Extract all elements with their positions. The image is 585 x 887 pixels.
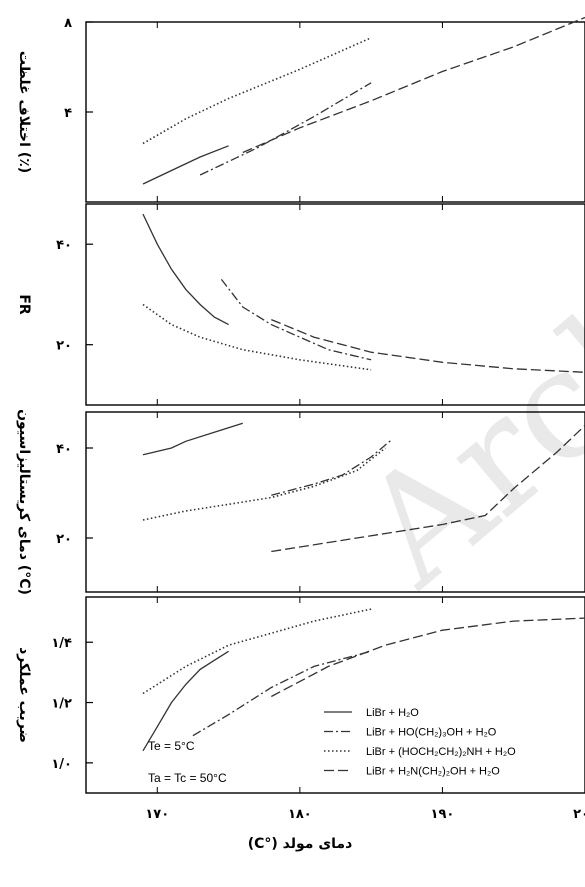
- panel-3: ۲۰ ۴۰ دمای کریستالیزاسیون (°C): [16, 409, 585, 595]
- y-axis-title: اختلاف غلظت (٪): [16, 51, 32, 173]
- x-tick-label: ۱۹۰: [431, 807, 455, 822]
- y-tick-label: ۸: [64, 16, 72, 31]
- y-axis-title: FR: [16, 294, 32, 315]
- y-tick-label: ۱/۰: [51, 757, 72, 772]
- series-line: [271, 425, 585, 553]
- series-line: [220, 279, 372, 361]
- panel-frame: [85, 596, 585, 794]
- panel-frame: [85, 411, 585, 593]
- series-line: [142, 303, 372, 371]
- y-tick-label: ۴: [64, 106, 72, 121]
- y-tick-label: ۲۰: [56, 339, 72, 354]
- y-axis-title: دمای کریستالیزاسیون (°C): [16, 409, 32, 595]
- series-line: [142, 37, 372, 145]
- x-axis-title: دمای مولد (°C): [248, 836, 353, 852]
- chart-panels: ۴ ۸ اختلاف غلظت (٪) ۲۰ ۴۰ FR ۲۰ ۴۰ دمای کریستالی…: [16, 16, 585, 794]
- panel-1: ۴ ۸ اختلاف غلظت (٪): [16, 16, 585, 203]
- shared-x-axis: ۱۷۰ ۱۸۰ ۱۹۰ ۲۰۰: [145, 807, 585, 822]
- legend-label: LiBr + HO(CH₂)₃OH + H₂O: [366, 727, 497, 739]
- legend-label: LiBr + H₂N(CH₂)₂OH + H₂O: [366, 766, 500, 778]
- panel-4: ۱/۰ ۱/۲ ۱/۴ ضریب عملکرد: [16, 596, 585, 794]
- series-line: [142, 145, 229, 185]
- series-line: [142, 213, 229, 326]
- y-axis-title: ضریب عملکرد: [16, 647, 32, 743]
- watermark-text: Archi: [330, 223, 585, 620]
- series-line: [271, 318, 585, 373]
- condition-ta-tc: Ta = Tc = 50°C: [148, 771, 227, 785]
- series-line: [142, 650, 229, 752]
- series-line: [242, 16, 585, 154]
- x-tick-label: ۱۷۰: [145, 807, 169, 822]
- legend-label: LiBr + (HOCH₂CH₂)₂NH + H₂O: [366, 746, 516, 758]
- legend-label: LiBr + H₂O: [366, 707, 419, 719]
- y-tick-label: ۴۰: [56, 238, 72, 253]
- x-tick-label: ۲۰۰: [573, 807, 585, 822]
- series-line: [199, 82, 372, 176]
- series-line: [142, 447, 386, 521]
- y-tick-label: ۱/۲: [51, 697, 72, 712]
- legend: LiBr + H₂O LiBr + HO(CH₂)₃OH + H₂O LiBr + …: [324, 707, 516, 778]
- panel-frame: [85, 203, 585, 406]
- x-tick-label: ۱۸۰: [288, 807, 312, 822]
- series-line: [142, 422, 243, 456]
- series-line: [142, 608, 372, 695]
- y-tick-label: ۱/۴: [51, 636, 72, 651]
- y-tick-label: ۲۰: [56, 532, 72, 547]
- y-tick-label: ۴۰: [56, 442, 72, 457]
- conditions-annotation: Te = 5°C Ta = Tc = 50°C: [148, 739, 227, 785]
- panel-2: ۲۰ ۴۰ FR: [16, 203, 585, 406]
- condition-te: Te = 5°C: [148, 739, 195, 753]
- series-line: [192, 650, 372, 737]
- series-line: [270, 617, 585, 698]
